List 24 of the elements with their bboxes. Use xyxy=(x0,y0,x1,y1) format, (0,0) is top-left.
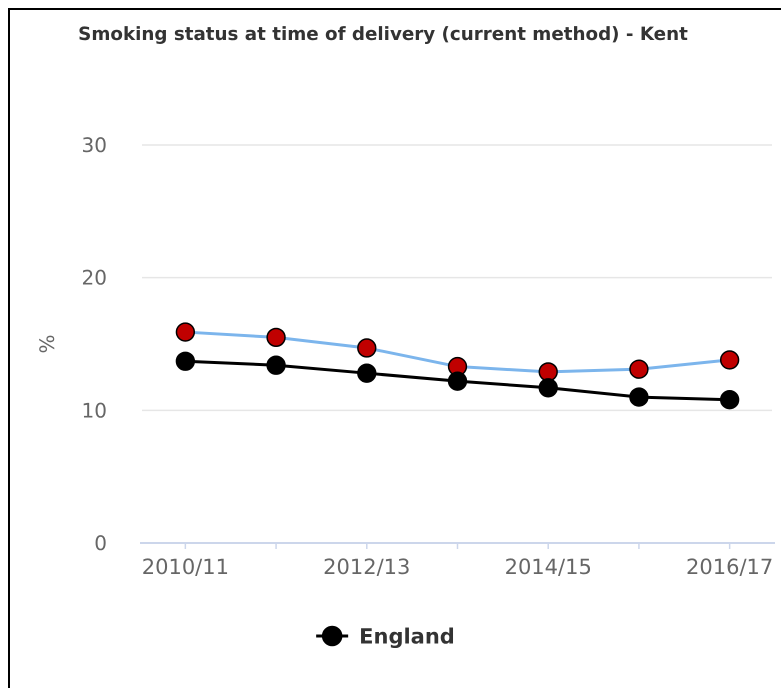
point xyxy=(176,352,196,371)
point xyxy=(266,328,286,348)
point xyxy=(448,371,468,391)
y-tick-label: 0 xyxy=(94,531,107,555)
legend-label: England xyxy=(359,624,455,648)
y-tick-label: 30 xyxy=(82,133,107,157)
x-tick-label: 2014/15 xyxy=(504,554,592,579)
point xyxy=(720,350,740,370)
y-tick-label: 10 xyxy=(82,398,107,422)
point xyxy=(629,387,649,407)
x-tick-label: 2010/11 xyxy=(142,554,229,579)
x-tick-label: 2016/17 xyxy=(686,554,774,579)
point xyxy=(266,356,286,375)
chart-title: Smoking status at time of delivery (current method) - Kent xyxy=(78,24,688,45)
point xyxy=(357,364,376,383)
point xyxy=(176,322,196,342)
y-axis-title: % xyxy=(35,334,59,354)
point xyxy=(629,360,649,379)
point xyxy=(538,362,558,382)
point xyxy=(357,338,376,358)
point xyxy=(538,378,558,398)
y-tick-label: 20 xyxy=(82,266,107,290)
point xyxy=(720,390,740,410)
x-tick-label: 2012/13 xyxy=(323,554,410,579)
